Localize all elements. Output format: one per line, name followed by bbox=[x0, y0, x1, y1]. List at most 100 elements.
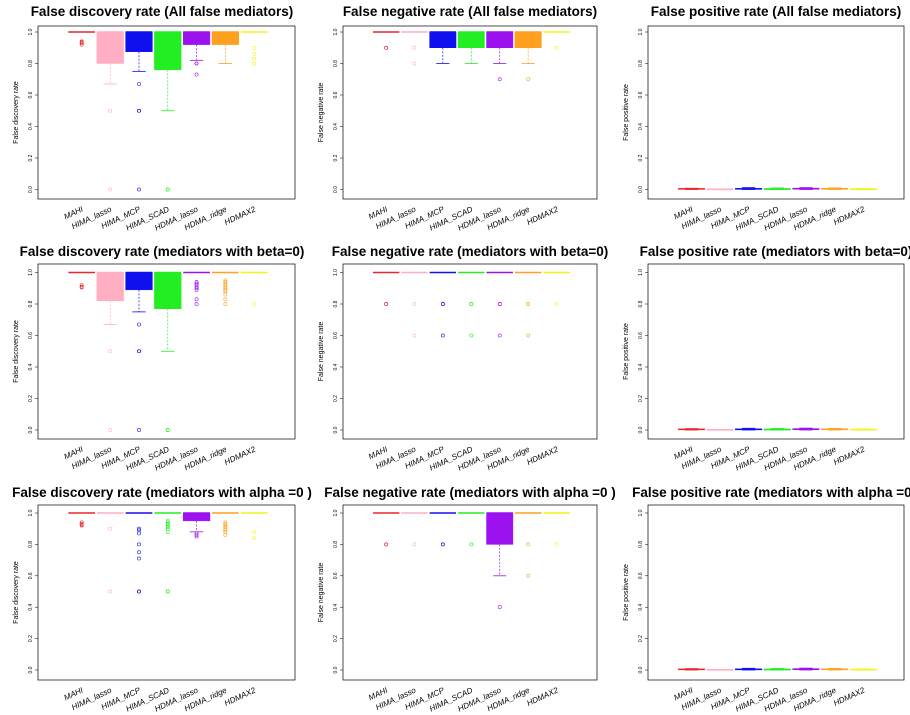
panel-title: False discovery rate (mediators with bet… bbox=[20, 244, 305, 259]
outlier-point bbox=[526, 333, 531, 338]
outlier-point bbox=[194, 61, 199, 66]
box-MAHI: MAHI bbox=[63, 271, 96, 461]
y-tick-label: 0.0 bbox=[638, 186, 644, 193]
outlier-point bbox=[137, 556, 141, 561]
box-HIMA_SCAD: HIMA_SCAD bbox=[428, 31, 485, 233]
plot-frame bbox=[37, 25, 296, 200]
outlier-point bbox=[252, 529, 257, 534]
panel-0: False discovery rate (All false mediator… bbox=[13, 4, 296, 233]
y-tick-label: 0.0 bbox=[638, 426, 644, 433]
x-tick-label: HDMAX2 bbox=[223, 685, 258, 707]
outlier-point bbox=[223, 287, 228, 292]
outlier-point bbox=[412, 302, 417, 306]
box-HIMA_MCP: HIMA_MCP bbox=[404, 512, 457, 712]
panel-title: False discovery rate (All false mediator… bbox=[31, 4, 294, 19]
box-HIMA_lasso: HIMA_lasso bbox=[374, 31, 428, 231]
y-tick-label: 0.4 bbox=[638, 123, 644, 130]
box-HDMA_ridge: HDMA_ridge bbox=[486, 31, 542, 232]
y-tick-label: 0.6 bbox=[28, 332, 34, 339]
box-HDMAX2: HDMAX2 bbox=[832, 188, 877, 227]
box-body bbox=[154, 272, 182, 309]
outlier-point bbox=[108, 187, 113, 192]
outlier-point bbox=[252, 45, 257, 50]
y-tick-label: 0.2 bbox=[638, 154, 644, 161]
box-HDMAX2: HDMAX2 bbox=[525, 512, 570, 708]
outlier-point bbox=[137, 526, 141, 531]
y-tick-label: 0.8 bbox=[28, 300, 34, 307]
outlier-point bbox=[194, 286, 199, 291]
outlier-point bbox=[412, 542, 417, 547]
plot-frame bbox=[647, 263, 905, 440]
outlier-point bbox=[194, 287, 199, 292]
outlier-point bbox=[440, 333, 445, 338]
panel-5: False positive rate (mediators with beta… bbox=[623, 244, 910, 473]
box-HDMA_ridge: HDMA_ridge bbox=[183, 31, 239, 232]
box-body bbox=[96, 272, 124, 302]
box-HIMA_SCAD: HIMA_SCAD bbox=[125, 512, 182, 714]
outlier-point bbox=[526, 77, 531, 82]
box-body bbox=[429, 31, 457, 48]
plot-frame bbox=[37, 504, 296, 681]
y-axis-label: False negative rate bbox=[318, 322, 325, 382]
y-tick-label: 1.0 bbox=[28, 28, 34, 35]
panel-title: False negative rate (All false mediators… bbox=[343, 4, 597, 19]
outlier-point bbox=[137, 428, 141, 432]
x-tick-label: HDMAX2 bbox=[832, 685, 867, 707]
box-HIMA_lasso: HIMA_lasso bbox=[70, 512, 124, 712]
y-tick-label: 0.8 bbox=[333, 60, 339, 67]
y-tick-label: 0.6 bbox=[28, 572, 34, 579]
plot-frame bbox=[342, 25, 598, 200]
outlier-point bbox=[252, 302, 257, 306]
outlier-point bbox=[412, 333, 417, 338]
y-tick-label: 0.0 bbox=[28, 186, 34, 193]
box-body bbox=[486, 512, 514, 545]
box-body bbox=[154, 31, 182, 71]
y-tick-label: 0.0 bbox=[638, 666, 644, 673]
plot-frame bbox=[647, 25, 905, 200]
box-body bbox=[457, 31, 485, 48]
box-HIMA_SCAD: HIMA_SCAD bbox=[125, 271, 182, 473]
outlier-point bbox=[252, 536, 257, 541]
outlier-point bbox=[79, 285, 84, 290]
y-tick-label: 0.8 bbox=[638, 60, 644, 67]
y-tick-label: 0.2 bbox=[333, 395, 339, 402]
y-tick-label: 0.2 bbox=[333, 635, 339, 642]
outlier-point bbox=[440, 302, 445, 306]
box-body bbox=[182, 31, 211, 45]
y-axis-label: False positive rate bbox=[623, 84, 630, 141]
y-axis-label: False positive rate bbox=[623, 323, 630, 380]
box-HIMA_lasso: HIMA_lasso bbox=[374, 512, 428, 712]
y-tick-label: 0.2 bbox=[28, 154, 34, 161]
x-tick-label: HDMAX2 bbox=[223, 204, 258, 226]
y-tick-label: 0.2 bbox=[333, 154, 339, 161]
y-tick-label: 0.0 bbox=[333, 666, 339, 673]
y-axis-label: False positive rate bbox=[623, 564, 630, 621]
box-body bbox=[125, 31, 153, 52]
outlier-point bbox=[223, 528, 228, 533]
outlier-point bbox=[223, 533, 228, 537]
outlier-point bbox=[194, 297, 199, 302]
y-tick-label: 1.0 bbox=[28, 509, 34, 516]
panel-1: False negative rate (All false mediators… bbox=[318, 4, 598, 233]
x-tick-label: HDMAX2 bbox=[223, 444, 258, 466]
outlier-point bbox=[497, 302, 502, 306]
panel-title: False negative rate (mediators with alph… bbox=[324, 485, 615, 500]
plot-frame bbox=[647, 504, 905, 681]
panel-title: False positive rate (mediators with alph… bbox=[632, 485, 910, 500]
y-tick-label: 0.0 bbox=[28, 666, 34, 673]
y-axis-label: False negative rate bbox=[318, 83, 325, 143]
box-HIMA_lasso: HIMA_lasso bbox=[374, 271, 428, 471]
box-HIMA_lasso: HIMA_lasso bbox=[70, 271, 124, 471]
outlier-point bbox=[497, 605, 502, 610]
box-HIMA_MCP: HIMA_MCP bbox=[404, 271, 457, 471]
x-tick-label: HDMAX2 bbox=[525, 685, 560, 707]
y-tick-label: 0.4 bbox=[333, 363, 339, 370]
box-MAHI: MAHI bbox=[367, 512, 400, 702]
box-body bbox=[486, 31, 514, 48]
panel-title: False positive rate (All false mediators… bbox=[651, 4, 902, 19]
outlier-point bbox=[384, 542, 389, 547]
y-tick-label: 1.0 bbox=[638, 28, 644, 35]
plot-frame bbox=[342, 504, 598, 681]
outlier-point bbox=[252, 52, 257, 56]
